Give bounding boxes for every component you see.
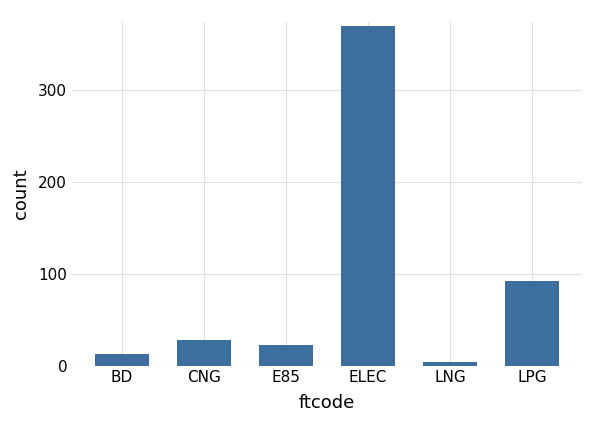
Bar [259, 345, 313, 366]
Bar [95, 353, 149, 366]
Bar [505, 281, 559, 366]
Bar [341, 26, 395, 366]
Bar [177, 340, 230, 365]
Y-axis label: count: count [12, 168, 30, 219]
X-axis label: ftcode: ftcode [299, 394, 355, 412]
Bar [424, 362, 477, 366]
